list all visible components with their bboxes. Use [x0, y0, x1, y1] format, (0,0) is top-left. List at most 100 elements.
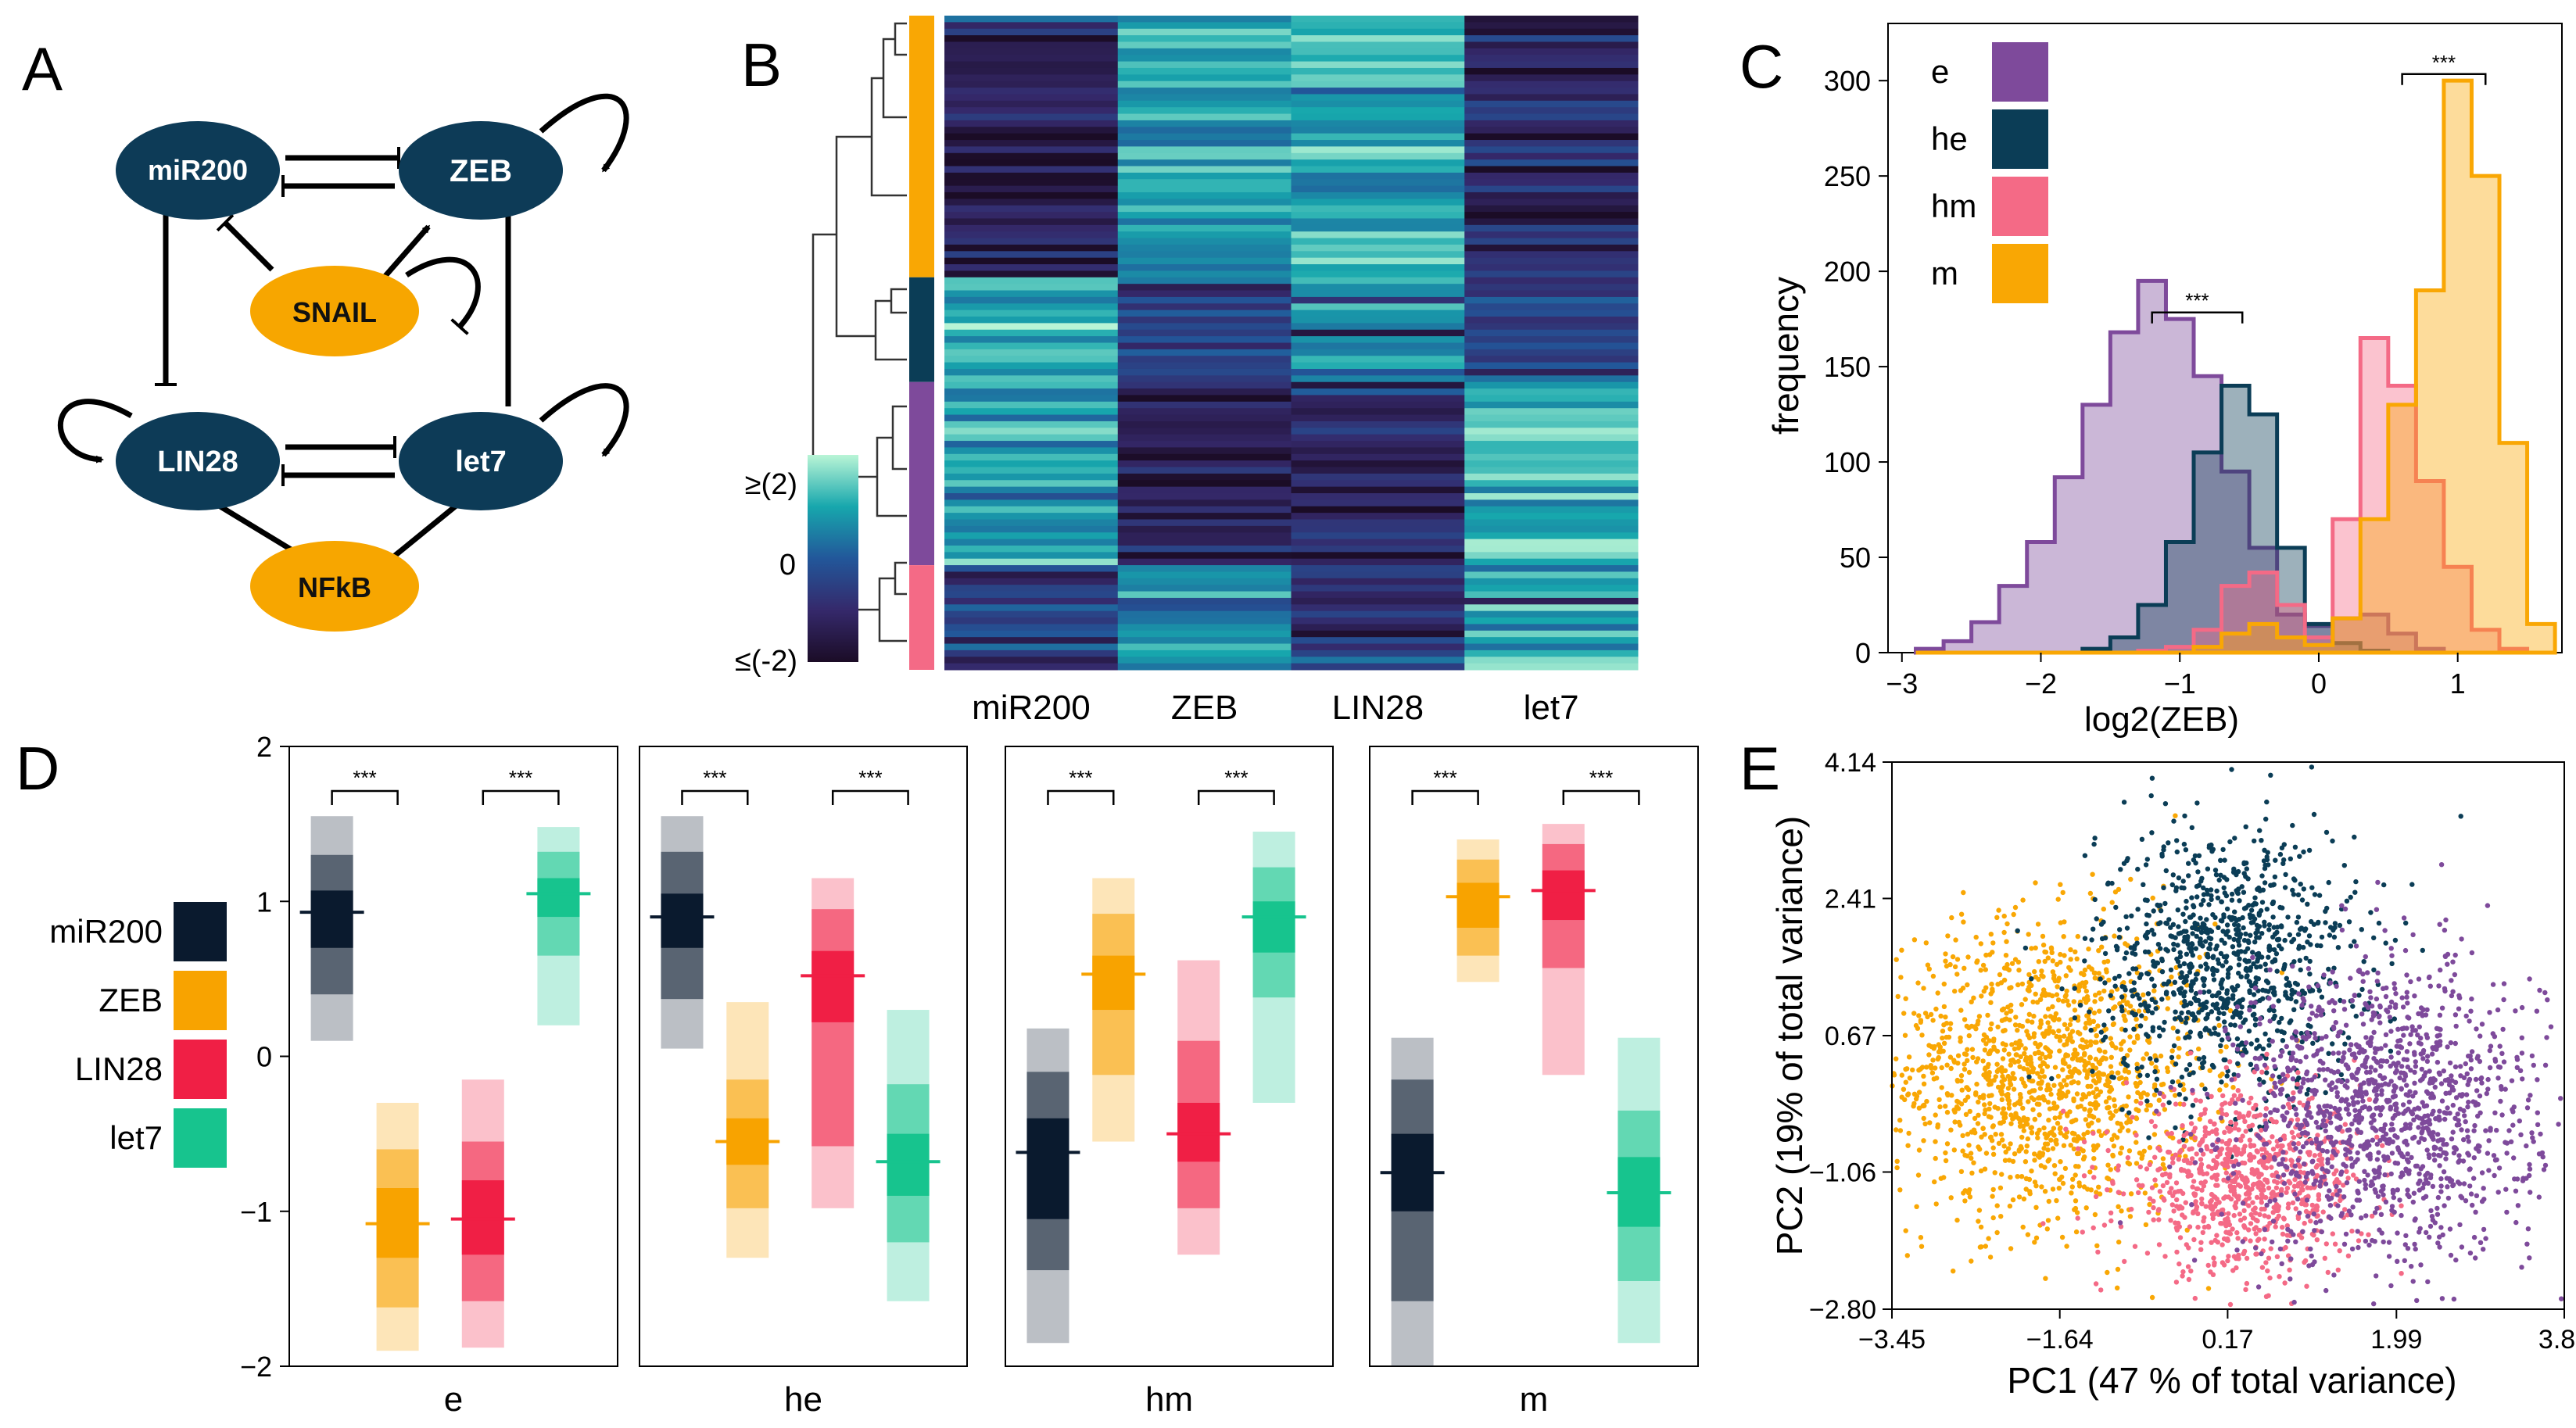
- pca-point: [2427, 1223, 2434, 1229]
- heatmap-cell: [1117, 637, 1292, 645]
- pca-point: [2212, 868, 2219, 873]
- pca-point: [2026, 932, 2031, 937]
- pca-point: [2559, 1296, 2564, 1301]
- pca-point: [2460, 1158, 2467, 1164]
- pca-point: [2406, 1106, 2411, 1112]
- pca-point: [1965, 1190, 1972, 1196]
- pca-point: [2258, 964, 2263, 969]
- pca-point: [1972, 1115, 1978, 1122]
- pca-point: [2144, 921, 2149, 927]
- pca-point: [2068, 957, 2073, 962]
- pca-point: [2155, 942, 2162, 947]
- pca-point: [2193, 946, 2198, 951]
- pca-point: [2231, 1212, 2237, 1219]
- pca-point: [1898, 975, 1904, 980]
- heatmap-cell: [1117, 434, 1292, 442]
- boxplot-legend-swatch: [174, 902, 227, 961]
- pca-point: [2076, 1183, 2083, 1189]
- pca-point: [2052, 1171, 2058, 1176]
- pca-point: [2356, 1129, 2361, 1135]
- pca-point: [2265, 850, 2270, 855]
- boxplot-band-miR200: [310, 890, 353, 948]
- boxplot-significance-bracket: [331, 789, 399, 805]
- pca-point: [2188, 982, 2194, 988]
- pca-point: [2105, 1147, 2111, 1154]
- pca-point: [2308, 1219, 2313, 1224]
- pca-point: [2472, 1122, 2477, 1129]
- pca-point: [1990, 1186, 1996, 1193]
- pca-point: [1894, 1165, 1900, 1171]
- pca-point: [2097, 1008, 2102, 1014]
- pca-point: [2055, 978, 2061, 984]
- heatmap-cell: [1291, 224, 1465, 232]
- pca-point: [2139, 836, 2145, 843]
- pca-point: [2134, 1161, 2140, 1166]
- pca-point: [2055, 997, 2062, 1003]
- histogram-xlabel: log2(ZEB): [2084, 700, 2239, 739]
- pca-point: [2262, 919, 2267, 925]
- pca-point: [2276, 1204, 2281, 1209]
- boxplot-panel-e: *** ***e: [288, 746, 618, 1419]
- pca-point: [2280, 1150, 2286, 1155]
- pca-point: [2499, 1112, 2505, 1118]
- pca-point: [2237, 998, 2242, 1004]
- pca-point: [1978, 1168, 1984, 1174]
- heatmap-cell: [1291, 120, 1465, 127]
- pca-point: [2506, 1128, 2512, 1133]
- pca-point: [2501, 1059, 2507, 1065]
- pca-point: [2156, 1217, 2162, 1222]
- pca-point: [2288, 1276, 2293, 1282]
- pca-point: [2295, 1070, 2301, 1075]
- pca-point: [1930, 1018, 1936, 1023]
- pca-point: [2023, 1055, 2030, 1061]
- pca-point: [2064, 1244, 2069, 1249]
- heatmap-cell: [1291, 296, 1465, 304]
- pca-point: [2339, 1129, 2345, 1134]
- pca-point: [2210, 1272, 2216, 1278]
- pca-point: [2103, 1026, 2109, 1032]
- pca-point: [2210, 1142, 2216, 1148]
- pca-point: [1952, 964, 1958, 970]
- pca-point: [2424, 1035, 2431, 1040]
- pca-point: [1940, 1048, 1946, 1054]
- pca-point: [2434, 1205, 2440, 1211]
- pca-point: [2007, 986, 2012, 991]
- pca-point: [2049, 1075, 2055, 1082]
- pca-point: [2492, 1034, 2498, 1040]
- pca-point: [2438, 1176, 2444, 1182]
- pca-point: [1958, 1169, 1965, 1175]
- pca-point: [2345, 1065, 2351, 1072]
- heatmap-cell: [944, 571, 1119, 579]
- boxplot-significance-bracket: [1047, 789, 1115, 805]
- pca-point: [2371, 1029, 2377, 1036]
- pca-point: [2154, 1058, 2159, 1063]
- heatmap-cell: [1291, 499, 1465, 507]
- cluster-bar-e: [909, 381, 934, 566]
- pca-point: [2352, 834, 2357, 840]
- pca-point: [2366, 1097, 2373, 1103]
- pca-point: [2402, 1258, 2407, 1264]
- pca-point: [2183, 1020, 2188, 1025]
- pca-point: [2169, 1155, 2176, 1161]
- pca-point: [2312, 892, 2318, 897]
- pca-point: [2525, 1097, 2531, 1103]
- heatmap-cell: [944, 238, 1119, 245]
- pca-point: [2001, 913, 2007, 919]
- heatmap-cell: [1291, 270, 1465, 278]
- pca-point: [2488, 1043, 2494, 1049]
- pca-point: [2212, 1165, 2219, 1171]
- pca-point: [2236, 943, 2242, 948]
- pca-point: [2348, 894, 2353, 900]
- pca-point: [2375, 1083, 2381, 1088]
- heatmap-cell: [1464, 473, 1639, 481]
- pca-point: [2257, 888, 2263, 893]
- pca-point: [2473, 1255, 2478, 1261]
- pca-point: [2130, 993, 2136, 999]
- pca-point: [2200, 1065, 2205, 1071]
- pca-point: [2293, 1106, 2298, 1112]
- pca-point: [2265, 980, 2271, 986]
- pca-point: [2177, 1261, 2182, 1267]
- pca-point: [2215, 1006, 2221, 1012]
- heatmap-cell: [1117, 107, 1292, 115]
